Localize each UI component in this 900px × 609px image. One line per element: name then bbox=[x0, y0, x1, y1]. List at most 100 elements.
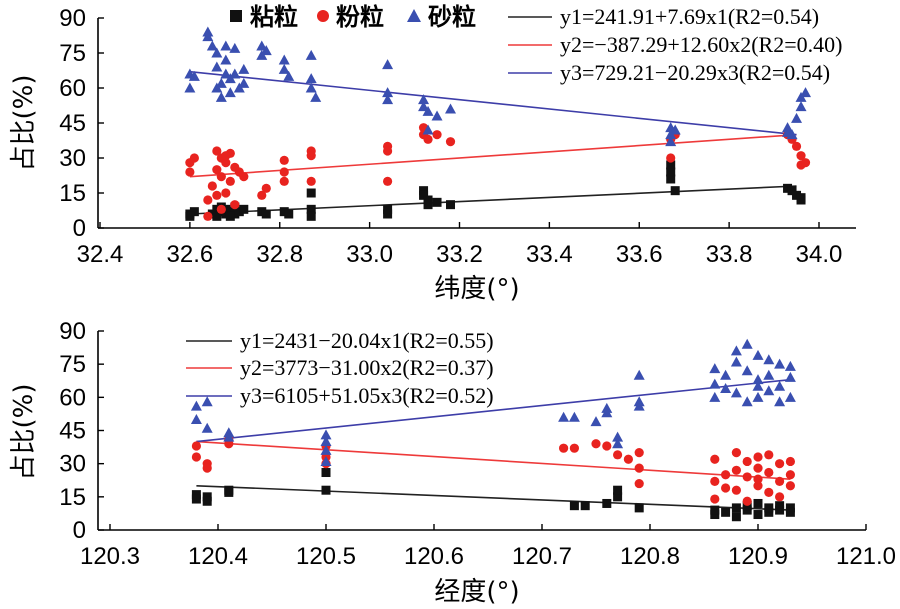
point-sand bbox=[211, 61, 223, 72]
point-sand bbox=[422, 105, 434, 116]
trendlines-1 bbox=[189, 70, 797, 215]
point-silt bbox=[279, 176, 289, 186]
point-sand bbox=[752, 349, 764, 360]
point-silt bbox=[764, 450, 774, 460]
point-sand bbox=[224, 87, 236, 98]
point-clay bbox=[753, 510, 763, 520]
point-silt bbox=[383, 146, 393, 156]
y-tick-label: 0 bbox=[73, 215, 86, 242]
point-silt bbox=[634, 448, 644, 458]
point-clay bbox=[189, 207, 199, 217]
point-sand bbox=[202, 31, 214, 42]
point-silt bbox=[203, 195, 213, 205]
point-sand bbox=[568, 411, 580, 422]
point-sand bbox=[260, 45, 272, 56]
trendline-silt bbox=[189, 133, 797, 178]
point-silt bbox=[764, 467, 774, 478]
point-silt bbox=[257, 190, 267, 200]
point-sand bbox=[215, 77, 227, 88]
point-silt bbox=[753, 474, 763, 484]
legend-silt-marker bbox=[317, 10, 329, 22]
point-silt bbox=[753, 481, 763, 491]
point-silt bbox=[634, 478, 644, 489]
point-clay bbox=[634, 503, 644, 513]
trendline-clay bbox=[189, 185, 797, 215]
point-silt bbox=[261, 183, 271, 193]
x-tick-label: 33.6 bbox=[616, 241, 663, 268]
point-silt bbox=[785, 456, 796, 467]
point-sand bbox=[633, 396, 645, 407]
point-clay bbox=[446, 200, 456, 210]
y-tick-label: 90 bbox=[59, 318, 86, 345]
point-clay bbox=[321, 485, 331, 495]
point-sand bbox=[382, 87, 394, 98]
point-clay bbox=[185, 211, 195, 221]
point-clay bbox=[787, 186, 797, 196]
point-sand bbox=[786, 129, 798, 140]
point-sand bbox=[211, 82, 223, 93]
point-silt bbox=[221, 158, 231, 168]
trendline-sand bbox=[196, 378, 791, 443]
point-sand bbox=[763, 354, 775, 365]
point-silt bbox=[221, 188, 231, 198]
point-clay bbox=[202, 496, 212, 506]
point-silt bbox=[559, 443, 569, 453]
point-silt bbox=[710, 494, 720, 504]
x-tick-label: 32.4 bbox=[77, 241, 124, 268]
point-sand bbox=[211, 47, 223, 58]
point-sand bbox=[305, 73, 317, 84]
y-tick-label: 45 bbox=[59, 418, 86, 445]
point-clay bbox=[666, 174, 676, 184]
point-clay bbox=[306, 188, 316, 198]
point-silt bbox=[212, 146, 222, 156]
point-sand bbox=[590, 416, 602, 427]
point-sand bbox=[752, 374, 764, 385]
point-sand bbox=[752, 380, 764, 391]
point-clay bbox=[321, 468, 331, 478]
point-clay bbox=[764, 503, 774, 513]
point-clay bbox=[306, 211, 316, 221]
point-sand bbox=[229, 42, 241, 53]
point-silt bbox=[445, 137, 456, 147]
point-sand bbox=[665, 136, 677, 147]
y-tick-label: 90 bbox=[59, 5, 86, 32]
x-tick-label: 120.9 bbox=[728, 543, 788, 570]
point-silt bbox=[212, 165, 222, 175]
point-silt bbox=[731, 465, 742, 475]
point-silt bbox=[742, 472, 752, 482]
point-silt bbox=[721, 470, 731, 480]
equations-1: y1=241.91+7.69x1(R2=0.54) y2=−387.29+12.… bbox=[508, 4, 842, 85]
point-sand bbox=[445, 103, 457, 114]
eq2-1: y1=2431−20.04x1(R2=0.55) bbox=[240, 328, 494, 353]
x-tick-label: 120.6 bbox=[404, 543, 464, 570]
point-silt bbox=[279, 155, 289, 165]
point-silt bbox=[230, 200, 240, 210]
point-clay bbox=[383, 209, 393, 219]
point-sand bbox=[184, 82, 196, 93]
point-sand bbox=[669, 124, 681, 135]
point-sand bbox=[720, 369, 732, 380]
point-sand bbox=[190, 400, 202, 411]
point-silt bbox=[602, 441, 612, 451]
y-tick-label: 15 bbox=[59, 484, 86, 511]
x-tick-label: 32.6 bbox=[167, 241, 214, 268]
y-tick-label: 75 bbox=[59, 351, 86, 378]
point-clay bbox=[731, 503, 741, 513]
y-axis-label-2: 占比(%) bbox=[9, 384, 39, 481]
point-silt bbox=[216, 172, 226, 182]
point-sand bbox=[791, 112, 803, 123]
point-clay bbox=[721, 507, 731, 517]
point-sand bbox=[612, 431, 624, 442]
point-clay bbox=[191, 494, 201, 504]
point-sand bbox=[418, 101, 430, 112]
x-tick-label: 120.4 bbox=[188, 543, 248, 570]
point-sand bbox=[601, 407, 613, 418]
point-silt bbox=[775, 492, 785, 502]
point-sand bbox=[382, 94, 394, 105]
point-silt bbox=[207, 181, 217, 191]
point-sand bbox=[763, 369, 775, 380]
point-sand bbox=[305, 49, 317, 60]
point-sand bbox=[215, 91, 227, 102]
point-silt bbox=[203, 211, 213, 221]
